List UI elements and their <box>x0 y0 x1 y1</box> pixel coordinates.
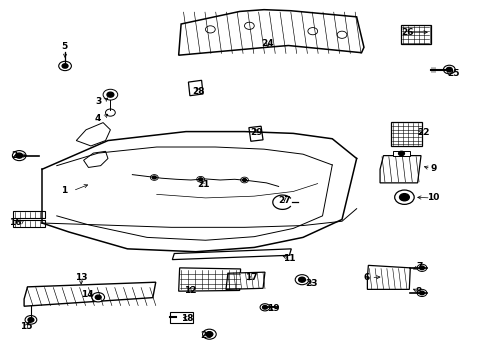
Polygon shape <box>390 122 422 146</box>
Polygon shape <box>83 151 108 167</box>
Circle shape <box>443 65 454 74</box>
Circle shape <box>59 61 71 71</box>
Polygon shape <box>400 25 430 44</box>
Circle shape <box>262 306 267 309</box>
Circle shape <box>202 329 216 339</box>
Polygon shape <box>188 80 203 96</box>
Text: 27: 27 <box>278 196 290 205</box>
Circle shape <box>244 22 254 30</box>
Text: 7: 7 <box>415 262 422 271</box>
Text: 13: 13 <box>75 273 87 282</box>
Circle shape <box>260 304 269 311</box>
Polygon shape <box>392 151 409 156</box>
Text: 4: 4 <box>95 114 101 123</box>
Circle shape <box>205 332 212 337</box>
Polygon shape <box>178 268 240 291</box>
Text: 1: 1 <box>61 186 67 195</box>
Text: 5: 5 <box>61 42 67 51</box>
Circle shape <box>240 177 248 183</box>
Text: 24: 24 <box>261 39 274 48</box>
Text: 16: 16 <box>9 218 21 227</box>
Polygon shape <box>24 282 156 306</box>
Circle shape <box>394 190 413 204</box>
Text: 23: 23 <box>305 279 317 288</box>
Circle shape <box>95 295 101 300</box>
Text: 15: 15 <box>20 322 32 331</box>
Circle shape <box>419 266 424 270</box>
Text: 29: 29 <box>250 128 263 137</box>
Circle shape <box>196 176 204 182</box>
Circle shape <box>103 89 118 100</box>
Polygon shape <box>13 211 44 219</box>
Circle shape <box>419 291 424 295</box>
Polygon shape <box>225 272 264 289</box>
Circle shape <box>12 150 26 161</box>
Text: 17: 17 <box>245 273 258 282</box>
Circle shape <box>398 151 404 156</box>
Circle shape <box>307 28 317 35</box>
Text: 8: 8 <box>415 287 421 296</box>
Text: 14: 14 <box>81 289 94 298</box>
Circle shape <box>198 178 202 181</box>
Circle shape <box>25 316 37 324</box>
Text: 6: 6 <box>363 273 369 282</box>
Circle shape <box>107 92 114 97</box>
Circle shape <box>205 26 215 33</box>
Polygon shape <box>170 312 193 323</box>
Circle shape <box>92 293 104 302</box>
Circle shape <box>295 275 308 285</box>
Circle shape <box>416 289 426 297</box>
Circle shape <box>62 64 68 68</box>
Text: 18: 18 <box>181 314 193 323</box>
Circle shape <box>336 31 346 39</box>
Text: 2: 2 <box>11 151 18 160</box>
Text: 9: 9 <box>429 164 436 173</box>
Polygon shape <box>248 126 263 141</box>
Text: 10: 10 <box>427 193 439 202</box>
Polygon shape <box>172 249 291 260</box>
Circle shape <box>416 264 426 271</box>
Text: 20: 20 <box>200 332 212 341</box>
Text: 22: 22 <box>417 128 429 137</box>
Circle shape <box>152 176 156 179</box>
Polygon shape <box>366 265 409 289</box>
Circle shape <box>105 109 115 116</box>
Text: 26: 26 <box>401 28 413 37</box>
Text: 25: 25 <box>446 69 459 78</box>
Circle shape <box>242 179 246 181</box>
Polygon shape <box>379 156 420 183</box>
Circle shape <box>298 277 305 282</box>
Circle shape <box>399 194 408 201</box>
Text: 12: 12 <box>183 286 196 295</box>
Text: 28: 28 <box>191 86 204 95</box>
Polygon shape <box>76 123 110 146</box>
Circle shape <box>150 175 158 180</box>
Polygon shape <box>13 220 44 227</box>
Text: 19: 19 <box>267 304 280 313</box>
Text: 11: 11 <box>283 254 295 263</box>
Circle shape <box>16 153 22 158</box>
Circle shape <box>28 318 34 322</box>
Text: 3: 3 <box>95 97 101 106</box>
Text: 21: 21 <box>196 180 209 189</box>
Polygon shape <box>178 10 363 55</box>
Circle shape <box>446 67 451 72</box>
